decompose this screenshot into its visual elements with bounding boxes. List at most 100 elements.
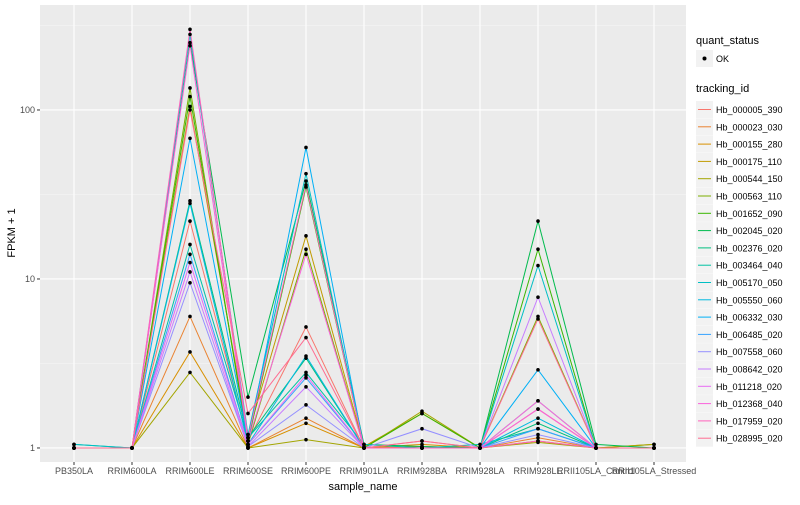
- data-point: [246, 432, 250, 437]
- legend-label: Hb_003464_040: [716, 261, 783, 271]
- legend-label: Hb_000023_030: [716, 122, 783, 132]
- legend-label: Hb_017959_020: [716, 416, 783, 426]
- data-points: [72, 27, 656, 450]
- data-point: [188, 108, 192, 112]
- data-point: [536, 421, 540, 426]
- data-point: [188, 199, 192, 203]
- data-point: [304, 376, 308, 380]
- data-point: [188, 27, 192, 32]
- plot-panel: [40, 5, 686, 462]
- x-axis-title: sample_name: [328, 481, 397, 493]
- legend-point-icon: [702, 56, 707, 61]
- data-point: [304, 252, 308, 257]
- data-point: [188, 314, 192, 319]
- data-point: [188, 86, 192, 90]
- data-point: [304, 145, 308, 150]
- legend-label: Hb_000563_110: [716, 192, 782, 202]
- data-point: [188, 219, 192, 223]
- legend-label: Hb_011218_020: [716, 382, 782, 392]
- x-tick-label: RRIM928LA: [455, 466, 504, 476]
- x-tick-label: RRIM600LA: [107, 466, 156, 476]
- data-point: [362, 446, 366, 450]
- data-point: [536, 263, 540, 268]
- data-point: [72, 442, 76, 447]
- data-point: [536, 295, 540, 300]
- data-point: [304, 325, 308, 329]
- x-tick-label: RRIM600LE: [165, 466, 214, 476]
- data-point: [536, 426, 540, 431]
- data-point: [188, 40, 192, 45]
- x-axis: PB350LA RRIM600LA RRIM600LE RRIM600SE RRIM60…: [55, 462, 696, 476]
- data-point: [246, 435, 250, 440]
- data-point: [304, 234, 308, 238]
- legend-label: Hb_005550_060: [716, 295, 783, 305]
- legend-items: Hb_000005_390 Hb_000023_030 Hb_000155_280 H…: [696, 101, 783, 447]
- legend-label: Hb_007558_060: [716, 347, 783, 357]
- legend-label: Hb_012368_040: [716, 399, 783, 409]
- y-tick-label: 1: [30, 443, 35, 453]
- data-point: [130, 446, 134, 450]
- data-point: [536, 317, 540, 321]
- data-point: [188, 201, 192, 206]
- data-point: [594, 442, 598, 447]
- data-point: [188, 136, 192, 141]
- y-axis: 1 10 100: [20, 105, 40, 453]
- data-point: [304, 373, 308, 377]
- x-tick-label: RRIM901LA: [339, 466, 388, 476]
- data-point: [420, 411, 424, 416]
- data-point: [304, 247, 308, 252]
- data-point: [536, 407, 540, 411]
- data-point: [188, 32, 192, 37]
- data-point: [536, 399, 540, 403]
- data-point: [246, 439, 250, 443]
- data-point: [478, 446, 482, 450]
- data-point: [304, 403, 308, 407]
- legend-label: Hb_006332_030: [716, 313, 783, 323]
- legend-label: Hb_008642_020: [716, 365, 783, 375]
- data-point: [594, 446, 598, 450]
- data-point: [420, 446, 424, 450]
- legend-label: Hb_000005_390: [716, 105, 783, 115]
- legend-label: Hb_002376_020: [716, 243, 783, 253]
- data-point: [188, 104, 192, 109]
- data-point: [304, 437, 308, 442]
- x-tick-label: RRIM600SE: [223, 466, 273, 476]
- legend-title: tracking_id: [696, 83, 749, 95]
- y-tick-label: 100: [20, 105, 35, 115]
- data-point: [304, 370, 308, 375]
- data-point: [304, 179, 308, 183]
- data-point: [246, 411, 250, 416]
- legend-label: Hb_002045_020: [716, 226, 783, 236]
- data-point: [188, 350, 192, 354]
- data-point: [188, 260, 192, 265]
- legend-shape-title: quant_status: [696, 35, 759, 47]
- data-point: [362, 442, 366, 447]
- legend-label: Hb_028995_020: [716, 434, 783, 444]
- data-point: [188, 270, 192, 274]
- data-point: [188, 94, 192, 99]
- data-point: [536, 219, 540, 223]
- x-tick-label: RRII105LA_Stressed: [612, 466, 697, 476]
- data-point: [188, 252, 192, 257]
- data-point: [188, 280, 192, 285]
- x-tick-label: PB350LA: [55, 466, 93, 476]
- legend-label: Hb_000544_150: [716, 174, 783, 184]
- data-point: [304, 335, 308, 340]
- legend-label: Hb_000155_280: [716, 140, 783, 150]
- data-point: [304, 171, 308, 176]
- data-point: [304, 183, 308, 187]
- x-tick-label: RRIM600PE: [281, 466, 331, 476]
- data-point: [536, 416, 540, 421]
- data-point: [246, 442, 250, 447]
- data-point: [188, 370, 192, 375]
- legend-label: Hb_000175_110: [716, 157, 782, 167]
- x-tick-label: RRIM928LE: [513, 466, 562, 476]
- data-point: [536, 435, 540, 440]
- data-point: [420, 439, 424, 443]
- x-tick-label: RRIM928BA: [397, 466, 447, 476]
- data-point: [304, 354, 308, 358]
- x-tick-label: RRII105LA_Control: [557, 466, 635, 476]
- data-point: [420, 426, 424, 431]
- data-point: [72, 446, 76, 450]
